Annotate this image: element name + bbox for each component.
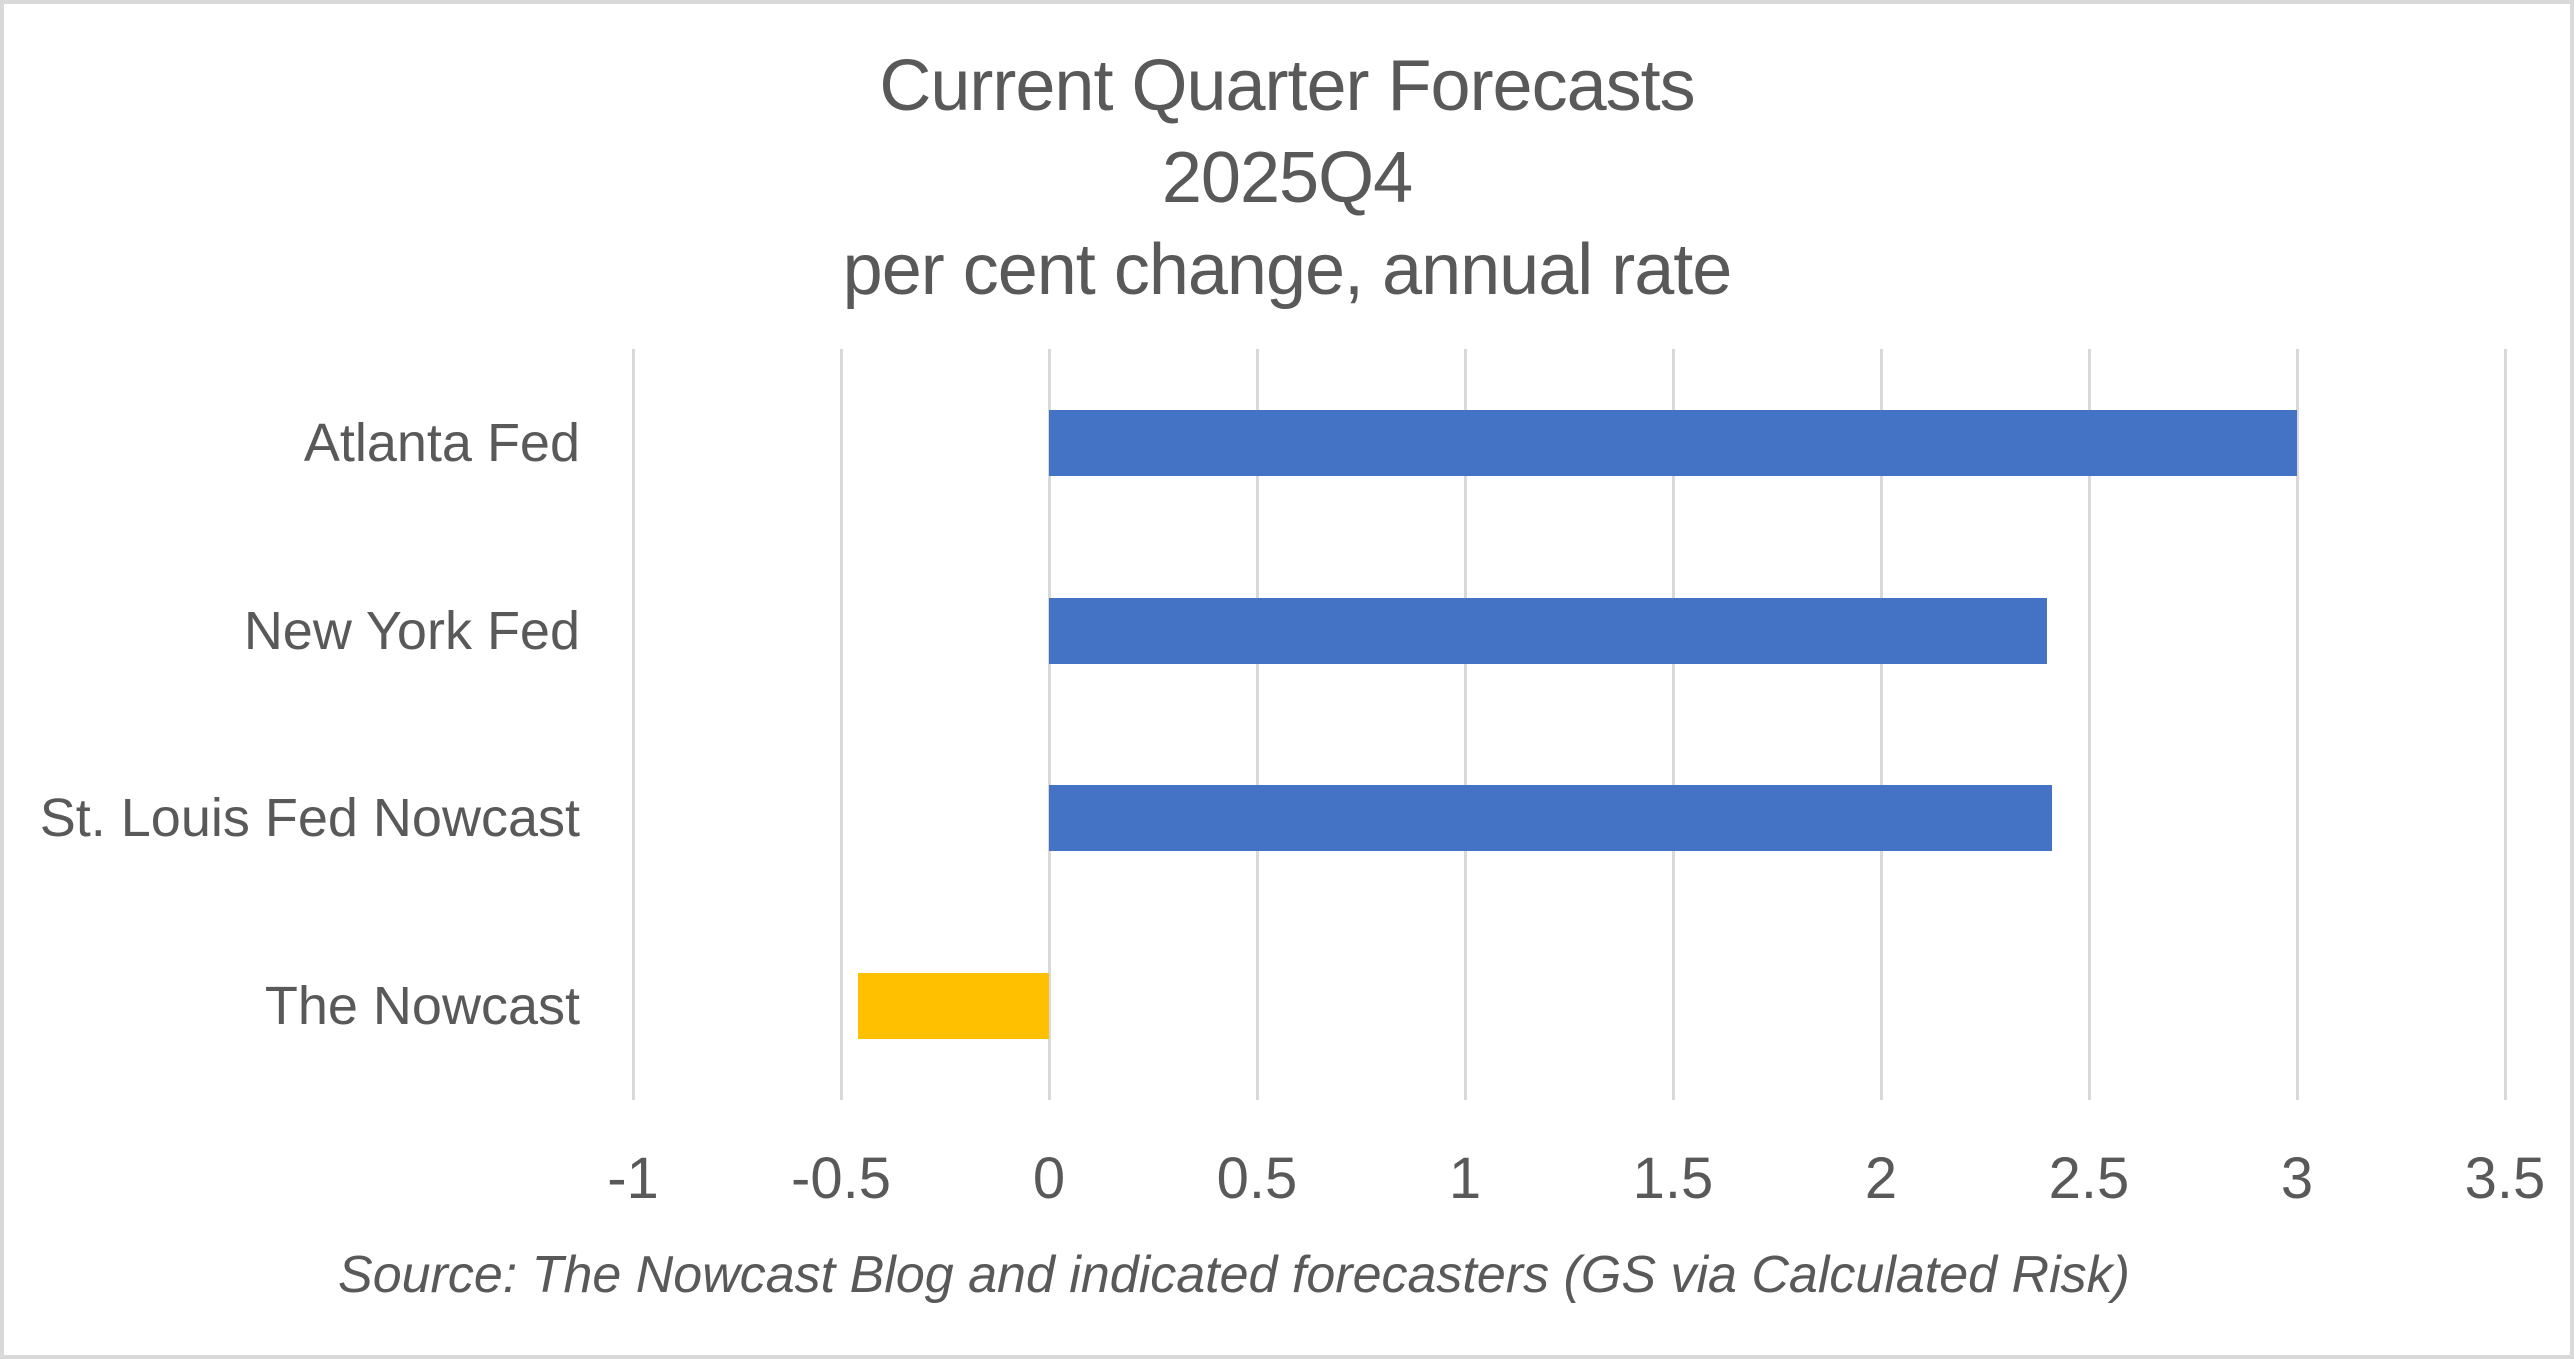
x-tick-label: -1	[607, 1146, 659, 1211]
x-tick-label: 2	[1864, 1146, 1898, 1211]
gridline	[2295, 349, 2299, 1100]
bar-atlanta-fed	[1049, 409, 2297, 476]
category-label: Atlanta Fed	[303, 412, 580, 473]
bar-the-nowcast	[857, 973, 1049, 1040]
plot-area	[631, 349, 2507, 1100]
bar-st-louis-fed-nowcast	[1049, 785, 2052, 852]
gridline	[1255, 349, 1259, 1100]
x-tick-label: 3	[2280, 1146, 2314, 1211]
chart-title-line1: Current Quarter Forecasts	[879, 46, 1695, 126]
x-tick-label: -0.5	[791, 1146, 891, 1211]
gridline	[2087, 349, 2091, 1100]
x-tick-label: 1.5	[1632, 1146, 1714, 1211]
x-tick-label: 2.5	[2048, 1146, 2130, 1211]
x-tick-label: 0	[1032, 1146, 1066, 1211]
bar-new-york-fed	[1049, 597, 2048, 664]
category-label: The Nowcast	[264, 976, 580, 1037]
source-note: Source: The Nowcast Blog and indicated f…	[338, 1246, 2130, 1304]
x-tick-label: 3.5	[2464, 1146, 2546, 1211]
gridline	[1463, 349, 1467, 1100]
chart-title: Current Quarter Forecasts 2025Q4 per cen…	[0, 40, 2574, 316]
gridline	[1047, 349, 1051, 1100]
x-tick-label: 0.5	[1216, 1146, 1298, 1211]
chart-title-line3: per cent change, annual rate	[842, 230, 1733, 310]
x-tick-label: 1	[1448, 1146, 1482, 1211]
gridline	[839, 349, 843, 1100]
gridline	[1879, 349, 1883, 1100]
category-label: New York Fed	[243, 600, 580, 661]
chart-title-line2: 2025Q4	[1161, 138, 1413, 218]
gridline	[1671, 349, 1675, 1100]
category-label: St. Louis Fed Nowcast	[39, 788, 580, 849]
gridline	[631, 349, 635, 1100]
gridline	[2503, 349, 2507, 1100]
